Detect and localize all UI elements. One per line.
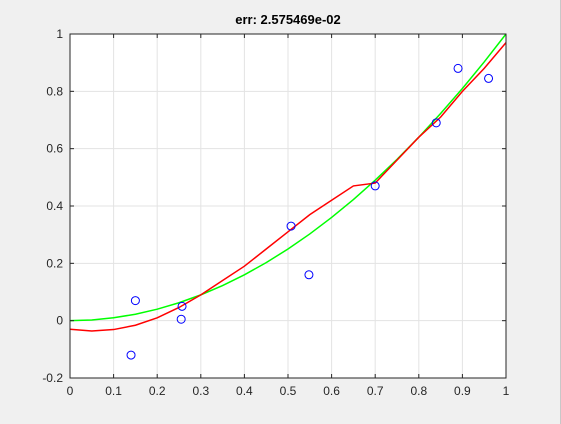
x-tick-label: 0.4 [236,384,253,398]
x-tick-label: 0.6 [323,384,340,398]
series-line-1 [69,33,507,322]
data-point [130,296,140,306]
y-tick-label: 0.2 [46,256,63,270]
x-tick-label: 0.9 [454,384,471,398]
y-axis: -0.2 0 0.2 0.4 0.6 0.8 1 [42,27,506,385]
x-tick-label: 0.5 [280,384,297,398]
x-tick-label: 0 [67,384,74,398]
x-tick-label: 0.3 [192,384,209,398]
y-tick-label: 0.6 [46,142,63,156]
x-axis: 0 0.1 0.2 0.3 0.4 0.5 0.6 0.7 0.8 0.9 1 [67,34,510,398]
data-point [370,181,380,191]
x-tick-label: 0.8 [410,384,427,398]
data-markers [126,63,494,360]
y-tick-label: 0.8 [46,84,63,98]
x-tick-label: 0.2 [149,384,166,398]
x-tick-label: 0.7 [367,384,384,398]
series-lines [69,33,507,332]
data-point [126,350,136,360]
data-point [304,270,314,280]
y-tick-label: -0.2 [42,371,63,385]
data-point [453,63,463,73]
data-point [431,118,441,128]
data-point [484,73,494,83]
data-point [176,314,186,324]
y-tick-label: 0 [56,314,63,328]
y-tick-label: 1 [56,27,63,41]
data-point [177,301,187,311]
series-line-2 [69,42,507,332]
chart-title: err: 2.575469e-02 [235,12,341,27]
x-tick-label: 0.1 [105,384,122,398]
x-tick-label: 1 [503,384,510,398]
data-point [286,221,296,231]
y-tick-label: 0.4 [46,199,63,213]
